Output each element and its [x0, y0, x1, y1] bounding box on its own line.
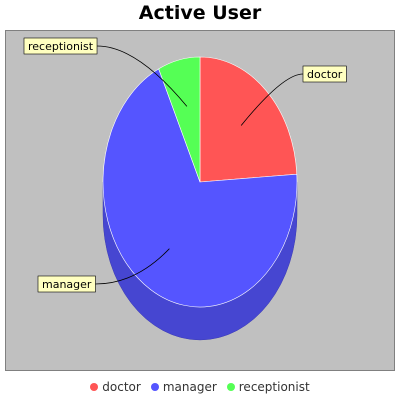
legend-swatch-doctor: [90, 383, 99, 391]
slice-label-manager: manager: [42, 278, 92, 291]
slice-label-doctor: doctor: [307, 68, 343, 81]
pie-slice-manager[interactable]: [102, 68, 298, 308]
legend: doctor manager receptionist: [0, 380, 400, 394]
legend-label-receptionist: receptionist: [238, 380, 310, 394]
pie-slice-doctor[interactable]: [199, 56, 298, 183]
legend-label-manager: manager: [162, 380, 217, 394]
slice-label-receptionist: receptionist: [28, 40, 94, 53]
leader-line-manager: [95, 248, 170, 285]
legend-swatch-manager: [150, 383, 159, 391]
leader-line-doctor: [240, 73, 304, 126]
leader-line-receptionist: [97, 45, 188, 107]
label-box-receptionist: [23, 37, 98, 55]
legend-item-manager: manager: [150, 380, 217, 394]
legend-item-doctor: doctor: [90, 380, 141, 394]
legend-swatch-receptionist: [226, 383, 235, 391]
legend-label-doctor: doctor: [102, 380, 141, 394]
label-box-doctor: [302, 65, 347, 83]
chart-title: Active User: [138, 2, 262, 24]
pie-slice-receptionist[interactable]: [158, 56, 201, 183]
label-box-manager: [37, 275, 96, 293]
legend-item-receptionist: receptionist: [226, 380, 310, 394]
